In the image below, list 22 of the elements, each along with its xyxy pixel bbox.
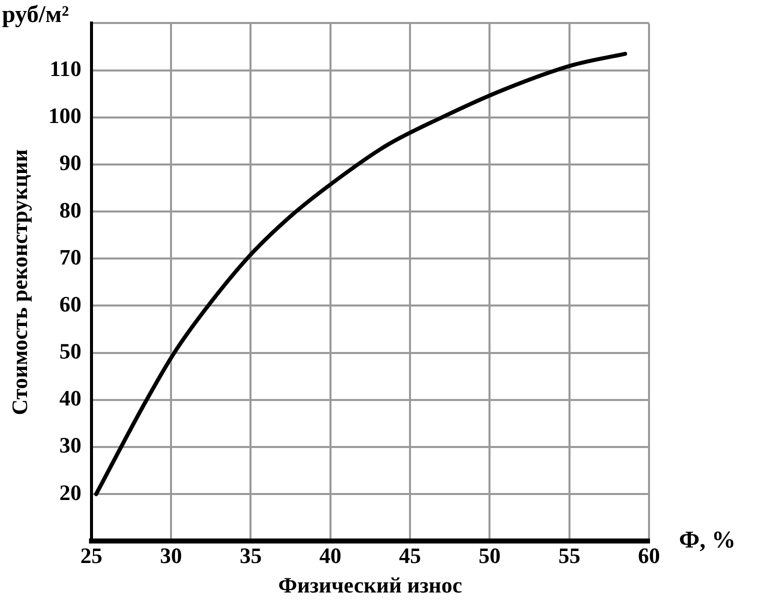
y-tick-label: 30: [59, 432, 82, 458]
text: руб/м²: [2, 2, 69, 28]
y-tick-label: 70: [59, 244, 82, 270]
x-axis-title: Физический износ: [278, 572, 462, 598]
x-tick-label: 40: [319, 543, 342, 568]
x-tick-label: 30: [160, 543, 182, 568]
y-tick-label: 110: [50, 56, 82, 81]
x-tick-label: 50: [478, 543, 501, 568]
text: Ф, %: [679, 527, 736, 554]
y-axis-title: Стоимость реконструкции: [6, 149, 32, 416]
x-tick-label: 25: [80, 543, 102, 568]
y-tick-label: 100: [48, 103, 82, 128]
x-tick-label: 35: [240, 543, 262, 568]
y-tick-label: 60: [59, 291, 82, 316]
y-tick-label: 20: [59, 480, 82, 505]
y-tick-label: 80: [59, 197, 82, 222]
y-tick-label: 90: [59, 150, 82, 176]
x-tick-label: 60: [638, 543, 660, 568]
x-tick-label: 55: [558, 543, 580, 568]
x-tick-label: 45: [399, 543, 422, 568]
y-tick-label: 40: [59, 386, 82, 411]
y-tick-label: 50: [59, 338, 82, 364]
